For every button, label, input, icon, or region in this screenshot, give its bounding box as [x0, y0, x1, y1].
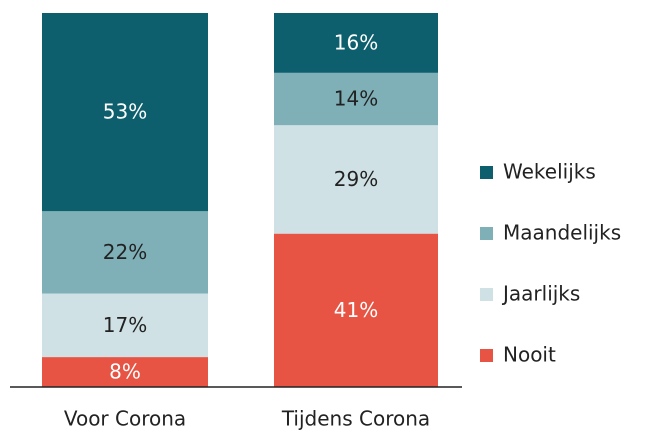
x-tick-label: Voor Corona [64, 407, 186, 431]
value-label: 29% [334, 167, 378, 191]
bar-segment [42, 13, 208, 212]
bar-segment [42, 293, 208, 358]
legend-label: Jaarlijks [501, 282, 580, 306]
legend-swatch [480, 166, 493, 179]
legend-label: Nooit [503, 343, 556, 367]
value-label: 17% [103, 313, 147, 337]
value-label: 41% [334, 298, 378, 322]
legend-swatch [480, 288, 493, 301]
value-label: 16% [334, 30, 378, 54]
legend-swatch [480, 349, 493, 362]
legend-label: Wekelijks [503, 160, 596, 184]
legend-swatch [480, 227, 493, 240]
value-label: 53% [103, 100, 147, 124]
legend-label: Maandelijks [503, 221, 621, 245]
bar-segment [274, 233, 438, 387]
bar-segment [42, 357, 208, 387]
value-label: 22% [103, 240, 147, 264]
bar-segment [274, 13, 438, 73]
value-label: 8% [109, 360, 141, 384]
value-label: 14% [334, 87, 378, 111]
bar-segment [42, 211, 208, 294]
bar-segment [274, 125, 438, 234]
bar-segment [274, 72, 438, 126]
x-tick-label: Tijdens Corona [281, 407, 430, 431]
